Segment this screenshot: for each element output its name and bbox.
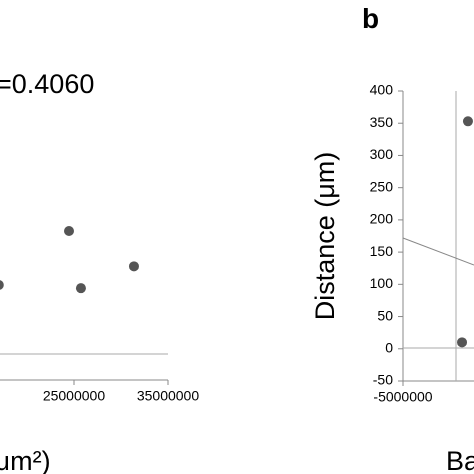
y-axis-label: Distance (μm) — [310, 152, 340, 321]
point — [64, 226, 75, 237]
point — [128, 261, 139, 272]
point — [457, 337, 468, 348]
x-axis-label: ea (μm²) — [0, 446, 51, 474]
y-tick-label: 150 — [370, 243, 394, 259]
y-tick-label: 350 — [370, 114, 394, 130]
panel-label: b — [362, 3, 379, 34]
x-tick-label: -5000000 — [373, 389, 432, 405]
x-tick-label: 25000000 — [43, 388, 106, 404]
point — [0, 280, 4, 290]
fit-line — [402, 237, 474, 266]
point — [462, 116, 473, 127]
y-tick-label: 250 — [370, 178, 394, 194]
p-value: P=0.4060 — [0, 69, 94, 99]
y-tick-label: 300 — [370, 146, 394, 162]
y-tick-label: 100 — [370, 275, 394, 291]
y-tick-label: 200 — [370, 211, 394, 227]
y-tick-label: 400 — [370, 82, 394, 98]
x-axis-label: Ba — [446, 446, 474, 474]
y-tick-label: 0 — [385, 339, 393, 355]
y-tick-label: 50 — [377, 307, 393, 323]
x-tick-label: 35000000 — [137, 388, 200, 404]
point — [75, 283, 86, 294]
y-tick-label: -50 — [373, 372, 393, 388]
